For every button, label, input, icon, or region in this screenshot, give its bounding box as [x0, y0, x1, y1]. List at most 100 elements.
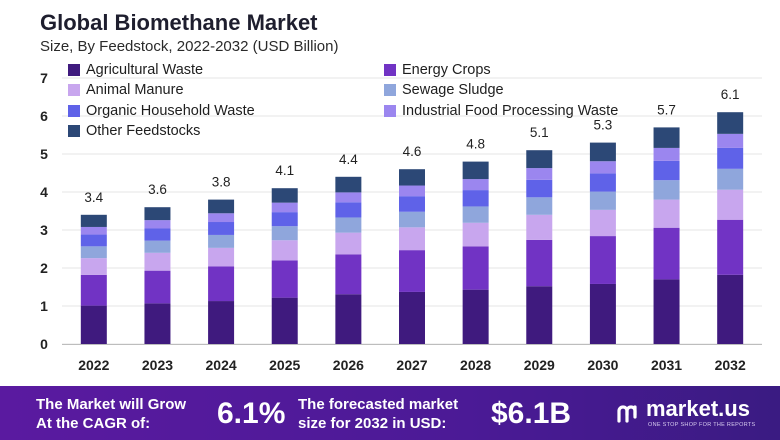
bar-segment	[526, 214, 553, 240]
bar-segment	[462, 222, 489, 247]
cagr-caption-line1: The Market will Grow	[36, 396, 187, 413]
bar-segment	[462, 289, 489, 344]
bar-segment	[589, 142, 616, 162]
market-us-logo-icon	[617, 405, 637, 423]
bar-segment	[80, 246, 107, 259]
bar-total-label: 4.8	[466, 137, 485, 152]
bar-total-label: 6.1	[721, 87, 740, 102]
legend-swatch	[68, 105, 80, 117]
x-tick-label: 2028	[460, 357, 491, 373]
bar-segment	[80, 305, 107, 344]
bar-segment	[208, 234, 235, 248]
bar-total-label: 3.8	[212, 175, 231, 190]
bar-segment	[399, 227, 425, 251]
bar-segment	[271, 297, 298, 344]
bar-segment	[335, 232, 362, 255]
legend-label: Agricultural Waste	[86, 62, 204, 78]
bar-segment	[526, 197, 553, 215]
bar-segment	[208, 266, 235, 302]
bar-segment	[526, 286, 553, 344]
legend-label: Animal Manure	[86, 82, 184, 98]
bar-segment	[589, 209, 616, 237]
bar-segment	[589, 283, 616, 344]
bar-total-label: 4.4	[339, 152, 358, 167]
bar-segment	[717, 274, 744, 344]
bar-segment	[271, 226, 298, 241]
stacked-bar-chart: 0 1 2 3 4 5 6 7 3.4 2022 3.6 2023 3.8 2024 4.1 2025 4.4 2…	[40, 70, 762, 373]
bar-segment	[399, 250, 425, 292]
cagr-caption: The Market will Grow At the CAGR of:	[36, 395, 186, 433]
bar-segment	[271, 212, 298, 227]
bar-total-label: 4.1	[275, 163, 294, 178]
chart-subtitle: Size, By Feedstock, 2022-2032 (USD Billi…	[40, 38, 339, 55]
x-tick-label: 2022	[78, 357, 109, 373]
bar-segment	[335, 176, 362, 193]
legend-label: Organic Household Waste	[86, 103, 255, 119]
bar-segment	[80, 274, 107, 306]
bar-segment	[717, 112, 744, 134]
bar-segment	[717, 219, 744, 275]
bar-total-label: 5.7	[657, 102, 676, 117]
y-tick-label: 0	[40, 336, 48, 352]
bar-segment	[208, 199, 235, 214]
bar-total-label: 3.6	[148, 182, 167, 197]
bar-segment	[653, 147, 680, 161]
legend-swatch	[68, 84, 80, 96]
bar-segment	[208, 247, 235, 267]
x-tick-label: 2030	[587, 357, 618, 373]
y-tick-label: 4	[40, 184, 48, 200]
bar-segment	[526, 150, 553, 169]
bar-segment	[526, 239, 553, 287]
forecast-value: $6.1B	[491, 397, 572, 430]
bar-segment	[271, 188, 298, 203]
bar-segment	[271, 240, 298, 261]
bar-segment	[462, 179, 489, 191]
bar-segment	[208, 222, 235, 235]
legend-label: Industrial Food Processing Waste	[402, 103, 619, 119]
legend-label: Other Feedstocks	[86, 123, 201, 139]
legend-item: Other Feedstocks	[68, 123, 200, 139]
footer-banner: The Market will Grow At the CAGR of: 6.1…	[0, 386, 780, 440]
x-tick-label: 2031	[651, 357, 682, 373]
forecast-caption-line1: The forecasted market	[298, 396, 459, 413]
bar-segment	[144, 270, 171, 304]
bar-segment	[271, 260, 298, 298]
bar-segment	[335, 192, 362, 203]
y-tick-label: 5	[40, 146, 48, 162]
bar-total-label: 5.3	[594, 118, 613, 133]
x-tick-label: 2032	[715, 357, 746, 373]
bar-segment	[589, 161, 616, 174]
bar-segment	[335, 254, 362, 295]
bar-segment	[717, 168, 744, 190]
bar-segment	[717, 147, 744, 169]
cagr-caption-line2: At the CAGR of:	[36, 415, 151, 432]
legend-swatch	[68, 64, 80, 76]
forecast-caption: The forecasted market size for 2032 in U…	[298, 395, 458, 433]
x-tick-label: 2024	[206, 357, 237, 373]
legend-label: Energy Crops	[402, 62, 491, 78]
bar-segment	[653, 127, 680, 148]
x-tick-label: 2023	[142, 357, 173, 373]
legend-item: Animal Manure	[68, 82, 184, 98]
legend-item: Organic Household Waste	[68, 103, 255, 119]
bar-segment	[653, 160, 680, 181]
legend-item: Agricultural Waste	[68, 62, 203, 78]
bar-segment	[335, 202, 362, 218]
bar-total-label: 3.4	[84, 190, 103, 205]
bar-segment	[589, 191, 616, 210]
bar-segment	[208, 301, 235, 344]
cagr-value: 6.1%	[217, 397, 286, 430]
chart-title: Global Biomethane Market	[40, 10, 318, 35]
bar-segment	[462, 246, 489, 290]
bar-segment	[399, 196, 425, 212]
y-tick-label: 6	[40, 108, 48, 124]
bar-segment	[144, 303, 171, 344]
brand-name: market.us	[646, 396, 750, 421]
legend-swatch	[68, 125, 80, 137]
x-tick-label: 2027	[396, 357, 427, 373]
bar-segment	[335, 217, 362, 233]
bar-segment	[399, 169, 425, 186]
bar-segment	[462, 206, 489, 223]
bar-segment	[144, 207, 171, 221]
y-tick-label: 3	[40, 222, 48, 238]
